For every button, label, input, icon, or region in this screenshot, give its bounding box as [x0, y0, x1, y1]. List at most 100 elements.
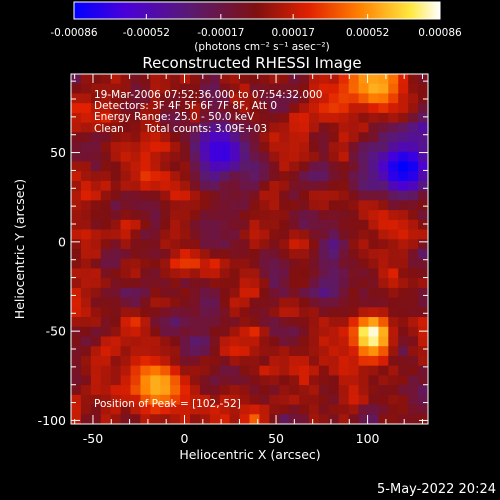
heatmap-cell — [219, 414, 231, 424]
heatmap-cell — [170, 278, 181, 289]
y-tick-label: 0 — [58, 234, 66, 249]
heatmap-cell — [398, 287, 409, 299]
heatmap-cell — [289, 83, 300, 95]
heatmap-cell — [259, 355, 270, 367]
heatmap-cell — [279, 161, 290, 172]
heatmap-cell — [328, 190, 340, 201]
heatmap-cell — [259, 385, 270, 396]
heatmap-cell — [239, 200, 251, 211]
heatmap-cell — [90, 132, 102, 143]
heatmap-cell — [90, 268, 102, 279]
heatmap-cell — [358, 190, 370, 201]
heatmap-cell — [269, 74, 280, 85]
heatmap-cell — [279, 151, 290, 163]
heatmap-cell — [190, 268, 201, 279]
heatmap-cell — [279, 74, 290, 85]
heatmap-cell — [180, 103, 191, 114]
heatmap-cell — [269, 190, 280, 201]
heatmap-cell — [269, 210, 280, 221]
heatmap-cell — [229, 346, 241, 357]
heatmap-cell — [318, 317, 330, 328]
heatmap-cell — [398, 355, 409, 367]
heatmap-cell — [368, 171, 380, 182]
heatmap-cell — [209, 122, 221, 133]
heatmap-cell — [209, 297, 221, 308]
heatmap-cell — [318, 190, 330, 201]
heatmap-cell — [90, 394, 102, 406]
heatmap-cell — [160, 122, 171, 133]
heatmap-cell — [71, 414, 82, 424]
heatmap-cell — [160, 161, 171, 172]
heatmap-cell — [259, 268, 270, 279]
heatmap-cell — [190, 132, 201, 143]
heatmap-cell — [348, 93, 360, 104]
heatmap-cell — [90, 287, 102, 299]
heatmap-cell — [388, 210, 399, 221]
heatmap-cell — [100, 74, 112, 85]
heatmap-cell — [100, 297, 112, 308]
heatmap-cell — [160, 190, 171, 201]
heatmap-cell — [328, 297, 340, 308]
heatmap-cell — [219, 394, 231, 406]
heatmap-cell — [209, 414, 221, 424]
heatmap-cell — [388, 355, 399, 367]
heatmap-cell — [269, 93, 280, 104]
heatmap-cell — [190, 249, 201, 260]
heatmap-cell — [190, 229, 201, 240]
heatmap-cell — [358, 355, 370, 367]
x-tick-label: 50 — [268, 431, 284, 446]
heatmap-cell — [279, 103, 290, 114]
heatmap-cell — [398, 336, 409, 347]
heatmap-cell — [80, 190, 92, 201]
heatmap-cell — [259, 317, 270, 328]
heatmap-cell — [190, 414, 201, 424]
heatmap-cell — [90, 151, 102, 163]
heatmap-cell — [209, 258, 221, 270]
heatmap-cell — [289, 190, 300, 201]
heatmap-cell — [110, 112, 122, 124]
heatmap-cell — [378, 190, 389, 201]
heatmap-cell — [378, 161, 389, 172]
heatmap-cell — [338, 142, 350, 153]
heatmap-cell — [418, 190, 428, 201]
heatmap-cell — [229, 385, 241, 396]
heatmap-cell — [190, 122, 201, 133]
heatmap-cell — [388, 161, 399, 172]
heatmap-cell — [150, 210, 161, 221]
heatmap-cell — [318, 258, 330, 270]
heatmap-cell — [309, 142, 320, 153]
heatmap-cell — [110, 249, 122, 260]
heatmap-cell — [160, 132, 171, 143]
heatmap-cell — [170, 326, 181, 338]
heatmap-cell — [229, 229, 241, 240]
heatmap-cell — [229, 326, 241, 338]
heatmap-cell — [160, 239, 171, 250]
heatmap-cell — [309, 346, 320, 357]
heatmap-cell — [249, 171, 261, 182]
heatmap-cell — [229, 103, 241, 114]
heatmap-cell — [130, 122, 142, 133]
heatmap-cell — [259, 74, 270, 85]
heatmap-cell — [398, 297, 409, 308]
heatmap-cell — [150, 74, 161, 85]
heatmap-cell — [229, 365, 241, 376]
heatmap-cell — [219, 122, 231, 133]
heatmap-cell — [199, 180, 211, 192]
heatmap-cell — [130, 258, 142, 270]
heatmap-cell — [190, 151, 201, 163]
heatmap-cell — [328, 142, 340, 153]
heatmap-cell — [209, 336, 221, 347]
heatmap-cell — [269, 249, 280, 260]
heatmap-cell — [150, 161, 161, 172]
heatmap-cell — [90, 365, 102, 376]
heatmap-cell — [328, 258, 340, 270]
heatmap-cell — [249, 258, 261, 270]
heatmap-cell — [140, 210, 151, 221]
heatmap-cell — [170, 103, 181, 114]
heatmap-cell — [398, 74, 409, 85]
heatmap-cell — [338, 326, 350, 338]
heatmap-cell — [160, 229, 171, 240]
heatmap-cell — [80, 268, 92, 279]
heatmap-cell — [348, 239, 360, 250]
heatmap-cell — [269, 385, 280, 396]
